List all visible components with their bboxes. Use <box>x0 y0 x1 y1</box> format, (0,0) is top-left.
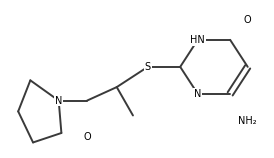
Text: O: O <box>244 15 252 25</box>
Text: S: S <box>145 62 151 72</box>
Text: N: N <box>194 89 201 99</box>
Text: O: O <box>83 132 91 142</box>
Text: N: N <box>55 96 62 106</box>
Text: NH₂: NH₂ <box>238 116 257 126</box>
Text: HN: HN <box>190 35 205 45</box>
